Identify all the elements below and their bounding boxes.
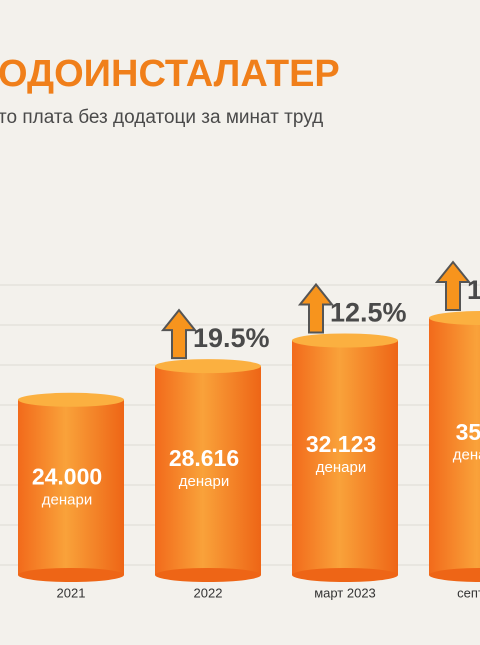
x-tick-label: септемв xyxy=(457,585,480,600)
bar xyxy=(155,366,261,575)
chart-title: ОДОИНСТАЛАТЕР xyxy=(0,53,340,95)
x-tick-label: 2021 xyxy=(57,585,86,600)
value-label: 35.2 xyxy=(456,419,480,445)
unit-label: денари xyxy=(453,447,480,464)
x-tick-label: март 2023 xyxy=(314,585,376,600)
unit-label: денари xyxy=(179,473,229,490)
bar xyxy=(18,399,124,575)
bar-bottom xyxy=(155,568,261,582)
growth-arrow xyxy=(434,260,472,312)
unit-label: денари xyxy=(42,492,92,509)
bar-top xyxy=(292,333,398,348)
value-label: 28.616 xyxy=(169,445,239,471)
growth-label: 19.5% xyxy=(193,323,270,353)
bar xyxy=(292,340,398,575)
growth-arrow xyxy=(160,308,198,360)
bar-top xyxy=(18,392,124,407)
bar-top xyxy=(155,359,261,374)
bar-top xyxy=(429,311,480,326)
unit-label: денари xyxy=(316,459,366,476)
x-tick-label: 2022 xyxy=(194,585,223,600)
value-label: 32.123 xyxy=(306,431,376,457)
bar-bottom xyxy=(429,568,480,582)
growth-label: 1 xyxy=(467,275,480,305)
bar-bottom xyxy=(18,568,124,582)
bar xyxy=(429,318,480,575)
value-label: 24.000 xyxy=(32,464,102,490)
chart-subtitle: то плата без додатоци за минат труд xyxy=(0,107,323,128)
growth-label: 12.5% xyxy=(330,298,407,328)
growth-arrow xyxy=(297,282,335,334)
bar-bottom xyxy=(292,568,398,582)
